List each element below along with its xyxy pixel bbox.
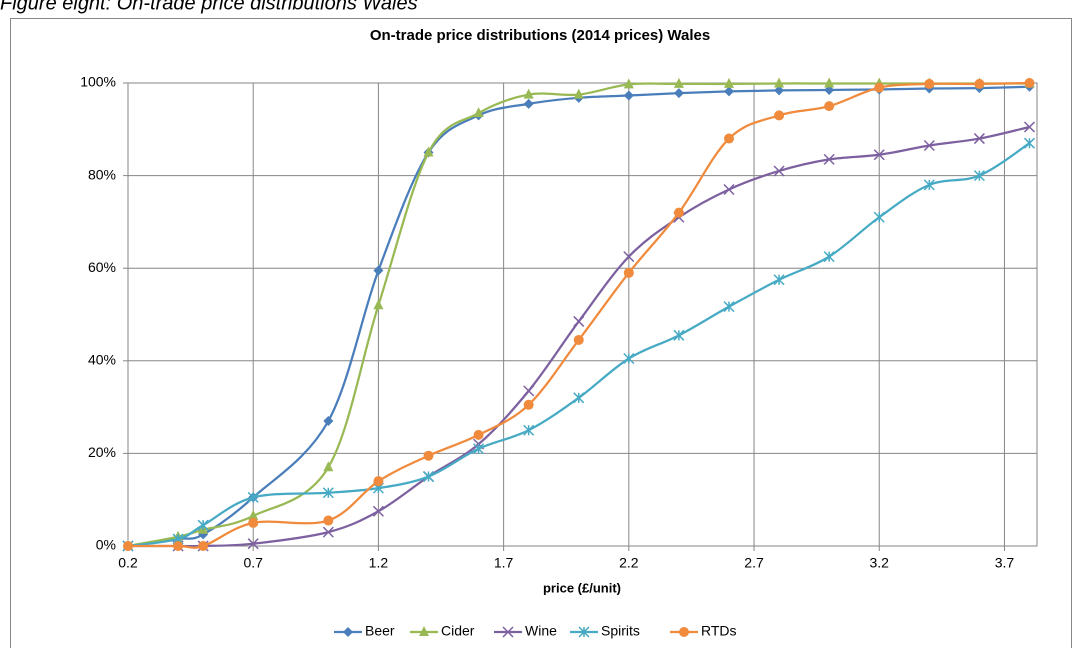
marker bbox=[573, 334, 584, 345]
marker bbox=[322, 487, 334, 499]
marker bbox=[924, 78, 935, 89]
x-tick-label: 1.2 bbox=[369, 555, 389, 571]
marker bbox=[673, 207, 684, 218]
marker bbox=[248, 509, 259, 520]
figure-caption: Figure eight: On-trade price distributio… bbox=[0, 0, 418, 14]
legend-marker bbox=[679, 627, 689, 637]
legend-marker bbox=[578, 626, 590, 638]
marker bbox=[824, 101, 835, 112]
marker bbox=[423, 146, 434, 157]
marker bbox=[523, 399, 534, 410]
marker bbox=[473, 443, 485, 455]
marker bbox=[197, 519, 209, 531]
marker bbox=[623, 90, 634, 101]
marker bbox=[973, 170, 985, 182]
marker bbox=[723, 301, 735, 313]
marker bbox=[623, 251, 635, 263]
marker bbox=[723, 77, 734, 88]
x-tick-label: 2.7 bbox=[744, 555, 764, 571]
marker bbox=[874, 82, 885, 93]
marker bbox=[823, 251, 835, 263]
y-tick-label: 60% bbox=[88, 259, 116, 275]
marker bbox=[523, 88, 534, 99]
marker bbox=[623, 352, 635, 365]
marker bbox=[198, 541, 209, 551]
marker bbox=[973, 133, 985, 145]
y-tick-label: 80% bbox=[88, 166, 116, 182]
marker bbox=[173, 541, 184, 551]
marker bbox=[247, 491, 259, 503]
legend: Beer Cider Wine Spirits RTDs bbox=[334, 623, 737, 639]
marker bbox=[523, 385, 535, 397]
marker bbox=[322, 526, 334, 538]
chart-title: On-trade price distributions (2014 price… bbox=[370, 27, 710, 44]
marker bbox=[323, 515, 334, 526]
marker bbox=[573, 392, 585, 404]
marker bbox=[247, 538, 259, 550]
marker bbox=[523, 424, 535, 436]
marker bbox=[1023, 137, 1036, 149]
legend-label: Wine bbox=[525, 623, 557, 639]
marker bbox=[673, 88, 684, 99]
legend-label: Beer bbox=[365, 623, 395, 639]
marker bbox=[573, 88, 584, 99]
marker bbox=[673, 329, 685, 341]
marker bbox=[573, 315, 585, 327]
marker bbox=[774, 110, 785, 121]
legend-label: Cider bbox=[441, 623, 475, 639]
legend-label: Spirits bbox=[601, 623, 640, 639]
marker bbox=[123, 541, 133, 551]
legend-marker bbox=[502, 626, 514, 638]
marker bbox=[473, 107, 484, 118]
marker bbox=[923, 179, 935, 191]
marker bbox=[774, 77, 785, 88]
marker bbox=[873, 211, 885, 223]
x-tick-label: 0.7 bbox=[243, 555, 263, 571]
x-tick-label: 3.7 bbox=[995, 555, 1015, 571]
marker bbox=[723, 133, 734, 144]
marker bbox=[473, 429, 484, 440]
marker bbox=[323, 461, 334, 472]
marker bbox=[873, 149, 885, 161]
marker bbox=[1024, 78, 1035, 88]
y-tick-label: 40% bbox=[88, 352, 116, 368]
marker bbox=[373, 299, 384, 310]
y-tick-label: 0% bbox=[96, 537, 116, 553]
marker bbox=[923, 139, 935, 152]
marker bbox=[423, 450, 434, 461]
marker bbox=[323, 415, 334, 426]
marker bbox=[623, 267, 634, 278]
marker bbox=[723, 183, 735, 196]
marker bbox=[824, 77, 835, 88]
marker bbox=[774, 85, 785, 96]
marker bbox=[373, 476, 384, 487]
x-tick-label: 3.2 bbox=[870, 555, 890, 571]
marker bbox=[823, 153, 835, 165]
marker bbox=[373, 265, 384, 276]
x-tick-label: 1.7 bbox=[494, 555, 514, 571]
plot-border bbox=[127, 82, 1038, 547]
legend-marker bbox=[419, 626, 429, 636]
marker bbox=[974, 78, 985, 89]
marker bbox=[723, 86, 734, 97]
x-axis-label: price (£/unit) bbox=[543, 580, 621, 595]
y-tick-label: 100% bbox=[80, 74, 116, 90]
marker bbox=[773, 165, 785, 177]
marker bbox=[1023, 121, 1036, 133]
marker bbox=[372, 505, 384, 517]
marker bbox=[773, 274, 785, 286]
marker bbox=[523, 98, 534, 109]
marker bbox=[248, 517, 259, 528]
x-tick-label: 2.2 bbox=[619, 555, 639, 571]
y-tick-label: 20% bbox=[88, 444, 116, 460]
legend-marker bbox=[343, 627, 353, 637]
x-tick-label: 0.2 bbox=[118, 555, 138, 571]
marker bbox=[673, 77, 684, 88]
series-line bbox=[127, 82, 1030, 548]
marker bbox=[422, 471, 435, 483]
legend-label: RTDs bbox=[701, 623, 737, 639]
marker bbox=[623, 78, 634, 89]
